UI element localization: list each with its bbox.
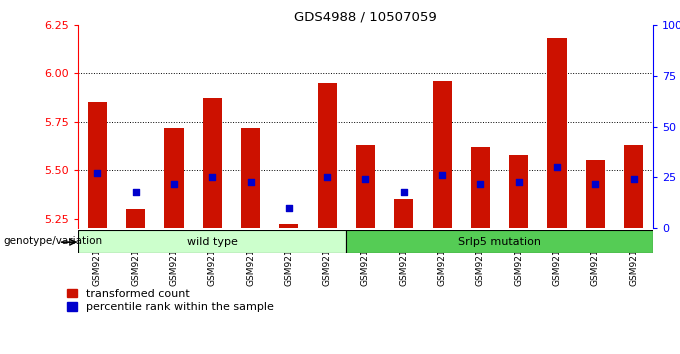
Legend: transformed count, percentile rank within the sample: transformed count, percentile rank withi… xyxy=(67,289,273,312)
Bar xyxy=(279,224,299,228)
Point xyxy=(475,181,486,186)
Text: wild type: wild type xyxy=(187,236,238,247)
Point xyxy=(628,177,639,182)
Bar xyxy=(203,98,222,228)
Bar xyxy=(78,230,346,253)
Bar xyxy=(547,38,566,228)
Bar xyxy=(471,147,490,228)
Point xyxy=(590,181,600,186)
Point xyxy=(130,189,141,195)
Bar xyxy=(318,83,337,228)
Bar xyxy=(585,160,605,228)
Bar xyxy=(241,127,260,228)
Point xyxy=(92,171,103,176)
Bar xyxy=(394,199,413,228)
Point xyxy=(284,205,294,211)
Point xyxy=(245,179,256,184)
Point xyxy=(551,164,562,170)
Bar xyxy=(509,155,528,228)
Text: genotype/variation: genotype/variation xyxy=(3,236,103,246)
Point xyxy=(398,189,409,195)
Bar xyxy=(88,102,107,228)
Bar xyxy=(356,145,375,228)
Bar xyxy=(165,127,184,228)
Bar xyxy=(624,145,643,228)
Point xyxy=(513,179,524,184)
Title: GDS4988 / 10507059: GDS4988 / 10507059 xyxy=(294,11,437,24)
Point xyxy=(360,177,371,182)
Point xyxy=(207,175,218,180)
Text: Srlp5 mutation: Srlp5 mutation xyxy=(458,236,541,247)
Bar xyxy=(432,81,452,228)
Point xyxy=(169,181,180,186)
Bar xyxy=(346,230,653,253)
Bar xyxy=(126,209,146,228)
Point xyxy=(322,175,333,180)
Point xyxy=(437,173,447,178)
